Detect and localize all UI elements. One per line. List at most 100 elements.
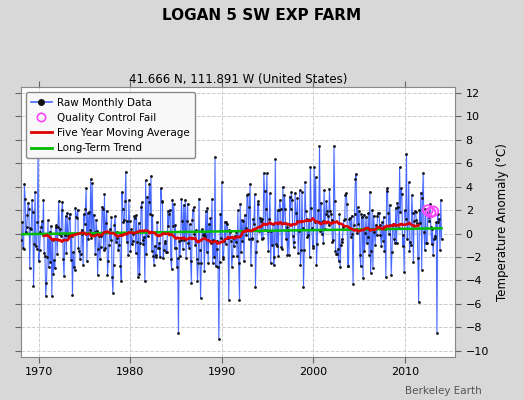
Point (160, 240, 169, 246)
Point (309, 243, 317, 250)
Point (339, 224, 347, 230)
Point (72, 214, 80, 220)
Point (357, 210, 366, 217)
Point (94, 246, 103, 252)
Point (403, 236, 411, 243)
Point (219, 254, 227, 260)
Point (78, 231, 86, 237)
Point (23, 212, 31, 218)
Point (224, 234, 232, 241)
Point (55, 231, 63, 237)
Point (269, 262, 278, 268)
Point (196, 295, 205, 301)
Point (372, 221, 380, 228)
Point (38, 232, 47, 238)
Point (65, 215, 73, 222)
Point (241, 212, 249, 218)
Point (323, 208, 331, 214)
Point (148, 212, 157, 218)
Point (369, 212, 378, 219)
Point (21, 229, 30, 236)
Point (233, 253, 242, 260)
Point (319, 240, 328, 246)
Point (162, 249, 170, 255)
Point (101, 245, 110, 252)
Point (232, 229, 241, 235)
Point (327, 210, 335, 217)
Point (180, 237, 189, 243)
Point (416, 220, 424, 226)
Point (284, 226, 292, 233)
Point (239, 218, 247, 224)
Point (113, 228, 122, 235)
Point (76, 256, 84, 262)
Point (297, 247, 305, 254)
Point (135, 220, 143, 226)
Point (153, 219, 161, 225)
Point (51, 224, 60, 230)
Point (175, 238, 183, 244)
Point (215, 259, 224, 265)
Point (337, 236, 346, 242)
Point (263, 170, 271, 177)
Point (350, 222, 358, 228)
Point (429, 252, 438, 258)
Point (287, 189, 296, 196)
Point (353, 204, 362, 211)
Point (310, 164, 319, 170)
Point (391, 204, 400, 211)
Point (150, 262, 158, 268)
Point (19, 245, 27, 251)
Text: LOGAN 5 SW EXP FARM: LOGAN 5 SW EXP FARM (162, 8, 362, 23)
Point (304, 217, 313, 224)
Point (97, 232, 105, 239)
Point (188, 217, 196, 223)
Point (280, 192, 289, 198)
Point (328, 239, 336, 246)
Point (100, 191, 108, 197)
Point (237, 217, 246, 223)
Point (88, 235, 96, 241)
Point (238, 238, 247, 244)
Point (90, 229, 99, 235)
Point (185, 244, 193, 251)
Point (99, 206, 107, 213)
Point (254, 198, 262, 204)
Point (427, 224, 435, 230)
Point (272, 241, 280, 247)
Point (400, 268, 408, 275)
Point (292, 209, 300, 216)
Point (433, 330, 441, 336)
Point (356, 252, 364, 258)
Point (173, 255, 182, 262)
Point (165, 223, 173, 230)
Point (276, 196, 284, 203)
Point (103, 208, 111, 214)
Point (100, 247, 108, 253)
Point (309, 244, 318, 251)
Point (257, 217, 265, 224)
Point (419, 170, 428, 176)
Title: 41.666 N, 111.891 W (United States): 41.666 N, 111.891 W (United States) (129, 73, 347, 86)
Point (318, 231, 326, 237)
Point (157, 185, 165, 191)
Point (256, 214, 264, 221)
Point (314, 207, 322, 214)
Point (53, 224, 62, 230)
Point (236, 200, 244, 207)
Point (119, 219, 128, 226)
Point (282, 236, 290, 242)
Point (344, 263, 353, 270)
Point (407, 242, 415, 248)
Point (33, 219, 41, 226)
Point (68, 292, 77, 298)
Point (304, 232, 312, 238)
Point (104, 258, 113, 264)
Point (212, 238, 221, 244)
Point (191, 242, 199, 248)
Point (261, 227, 269, 234)
Point (125, 197, 133, 203)
Point (216, 210, 224, 217)
Point (27, 226, 36, 232)
Point (288, 197, 296, 203)
